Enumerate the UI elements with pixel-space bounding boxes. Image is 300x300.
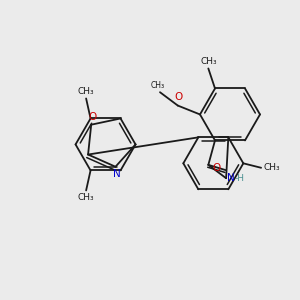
Text: O: O: [88, 112, 96, 122]
Text: CH₃: CH₃: [151, 81, 165, 90]
Text: -H: -H: [235, 174, 245, 183]
Text: CH₃: CH₃: [200, 57, 217, 66]
Text: CH₃: CH₃: [78, 193, 94, 202]
Text: CH₃: CH₃: [263, 163, 280, 172]
Text: N: N: [113, 169, 121, 179]
Text: O: O: [175, 92, 183, 102]
Text: O: O: [213, 163, 221, 173]
Text: CH₃: CH₃: [78, 87, 94, 96]
Text: N: N: [227, 173, 235, 183]
